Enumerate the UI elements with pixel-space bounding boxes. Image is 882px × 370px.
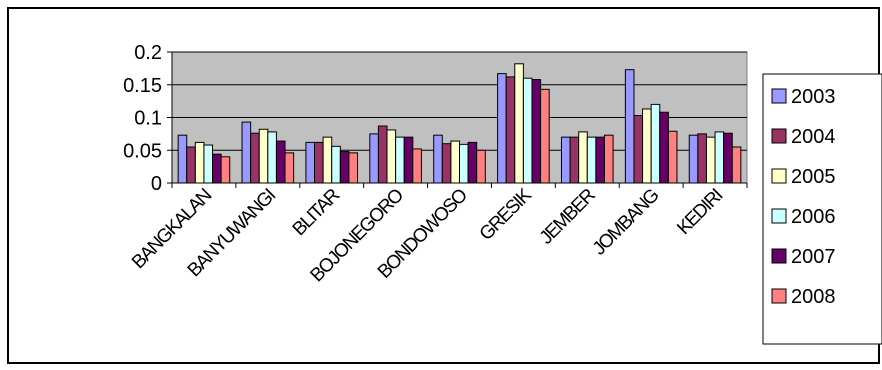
bar-2004-jombang bbox=[633, 115, 644, 184]
legend-swatch-2003 bbox=[771, 88, 787, 104]
bar-2007-blitar bbox=[339, 151, 350, 184]
bar-2008-banyuwangi bbox=[284, 152, 295, 184]
legend-swatch-2008 bbox=[771, 288, 787, 304]
legend-label-2007: 2007 bbox=[791, 246, 836, 268]
bar-2005-bojonegoro bbox=[386, 129, 397, 184]
y-tick-label: 0.1 bbox=[134, 108, 162, 130]
bar-2006-bondowoso bbox=[459, 143, 469, 184]
bar-2008-bangkalan bbox=[220, 156, 231, 184]
bar-2008-jember bbox=[603, 134, 614, 184]
y-tick-label: 0.2 bbox=[134, 42, 162, 64]
plot-area bbox=[171, 51, 748, 184]
bar-2004-bondowoso bbox=[441, 143, 452, 184]
bar-2006-bojonegoro bbox=[395, 136, 405, 184]
bar-2008-jombang bbox=[667, 130, 678, 184]
bar-2006-bangkalan bbox=[203, 144, 214, 184]
x-tick-label: JOMBANG bbox=[589, 185, 663, 259]
bar-2007-kediri bbox=[723, 132, 733, 184]
bar-2005-jombang bbox=[642, 108, 652, 184]
legend-swatch-2006 bbox=[771, 208, 787, 224]
bar-2006-banyuwangi bbox=[267, 131, 277, 184]
bar-2004-gresik bbox=[505, 76, 516, 184]
bar-2005-banyuwangi bbox=[258, 128, 269, 184]
legend-swatch-2004 bbox=[771, 128, 787, 144]
y-tick-label: 0.05 bbox=[123, 140, 162, 162]
bar-2003-bojonegoro bbox=[369, 133, 379, 184]
bar-2005-blitar bbox=[322, 136, 333, 184]
legend-label-2006: 2006 bbox=[791, 206, 836, 228]
bar-2006-jember bbox=[586, 136, 597, 184]
bar-2004-blitar bbox=[314, 141, 324, 184]
y-tick-label: 0.15 bbox=[123, 75, 162, 97]
bar-2005-jember bbox=[578, 131, 588, 184]
bar-2007-jember bbox=[595, 136, 605, 184]
bar-2005-gresik bbox=[514, 63, 524, 184]
bar-2003-banyuwangi bbox=[241, 121, 252, 184]
bar-2007-bojonegoro bbox=[403, 136, 414, 184]
bar-2006-jombang bbox=[650, 103, 661, 184]
bar-2007-banyuwangi bbox=[275, 140, 286, 184]
bar-2004-bangkalan bbox=[186, 146, 196, 184]
bar-2007-jombang bbox=[659, 111, 669, 184]
bar-2007-bangkalan bbox=[212, 153, 222, 184]
bar-2005-kediri bbox=[705, 136, 716, 184]
y-tick-label: 0 bbox=[151, 173, 162, 195]
bar-2004-banyuwangi bbox=[250, 132, 260, 184]
bar-2003-bangkalan bbox=[177, 134, 188, 184]
bar-2006-gresik bbox=[522, 77, 533, 184]
x-tick-label: JEMBER bbox=[536, 185, 600, 249]
bar-2004-kediri bbox=[697, 133, 707, 184]
bar-2008-kediri bbox=[731, 146, 742, 184]
bar-2006-blitar bbox=[331, 145, 341, 184]
bar-2007-bondowoso bbox=[467, 141, 478, 184]
legend: 2003 2004 2005 2006 2007 2008 bbox=[762, 73, 882, 345]
x-tick-label: KEDIRI bbox=[673, 186, 726, 239]
bar-2005-bondowoso bbox=[450, 140, 460, 184]
bar-2003-gresik bbox=[497, 73, 507, 184]
legend-label-2003: 2003 bbox=[791, 86, 836, 108]
bar-2003-bondowoso bbox=[433, 134, 443, 184]
bar-2004-jember bbox=[569, 136, 580, 184]
bar-2003-kediri bbox=[688, 134, 699, 184]
y-axis: 0 0.05 0.1 0.15 0.2 bbox=[123, 42, 173, 195]
bar-2008-bondowoso bbox=[476, 149, 486, 184]
x-tick-label: BLITAR bbox=[289, 185, 344, 240]
bar-2008-blitar bbox=[348, 152, 359, 184]
bar-2003-blitar bbox=[305, 141, 316, 184]
x-tick-label: GRESIK bbox=[476, 184, 537, 245]
bar-2008-gresik bbox=[540, 88, 550, 184]
bar-2004-bojonegoro bbox=[377, 125, 388, 184]
legend-swatch-2007 bbox=[771, 248, 787, 264]
bar-2003-jember bbox=[560, 136, 571, 184]
legend-label-2005: 2005 bbox=[791, 166, 836, 188]
legend-label-2008: 2008 bbox=[791, 286, 836, 308]
bar-2007-gresik bbox=[531, 79, 542, 184]
bar-2006-kediri bbox=[714, 131, 725, 184]
legend-swatch-2005 bbox=[771, 168, 787, 184]
bar-2008-bojonegoro bbox=[412, 148, 422, 184]
bar-2005-bangkalan bbox=[194, 141, 205, 184]
bar-2003-jombang bbox=[624, 69, 635, 184]
legend-label-2004: 2004 bbox=[791, 126, 836, 148]
